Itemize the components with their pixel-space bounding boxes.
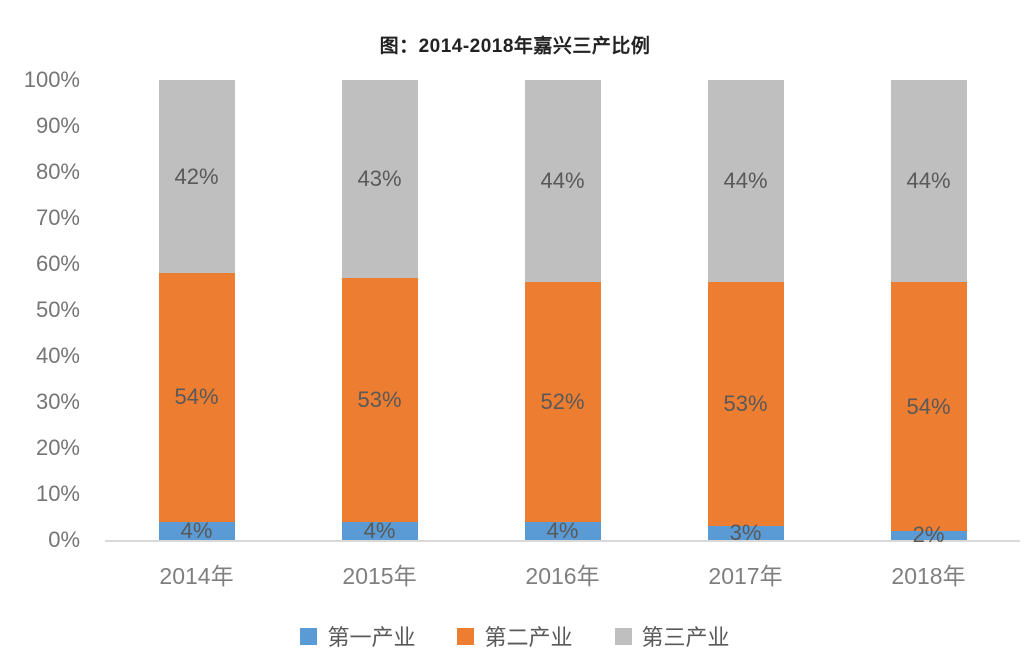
data-label: 44% xyxy=(540,168,585,194)
y-axis-tick-label: 40% xyxy=(35,343,80,368)
data-label: 43% xyxy=(357,165,402,191)
y-axis-tick-label: 100% xyxy=(23,67,80,92)
x-axis-category-label: 2018年 xyxy=(891,563,966,589)
bar-slot: 44% 54% 2% xyxy=(837,80,1020,547)
bar-segment: 54% xyxy=(158,273,235,522)
data-label: 54% xyxy=(906,393,951,419)
bar-segment: 4% xyxy=(341,518,418,543)
stacked-bar: 42% 54% 4% xyxy=(158,80,235,543)
bar-segment: 53% xyxy=(341,277,418,522)
stacked-bar: 44% 53% 3% xyxy=(707,80,784,545)
bar-segment: 3% xyxy=(707,520,784,545)
legend-label: 第二产业 xyxy=(484,625,573,650)
y-axis-tick-label: 30% xyxy=(35,389,80,414)
data-label: 53% xyxy=(357,386,402,412)
legend-label: 第一产业 xyxy=(327,625,416,650)
bar-slot: 42% 54% 4% xyxy=(105,80,288,543)
bar-segment: 44% xyxy=(524,80,601,283)
y-axis-tick-label: 90% xyxy=(35,113,80,138)
legend-label: 第三产业 xyxy=(641,625,730,650)
bar-segment: 2% xyxy=(890,522,967,547)
stacked-bar: 44% 52% 4% xyxy=(524,80,601,543)
legend-swatch-icon xyxy=(457,627,475,645)
chart-title: 图：2014-2018年嘉兴三产比例 xyxy=(379,36,651,57)
legend-swatch-icon xyxy=(300,627,318,645)
y-axis-tick-label: 80% xyxy=(35,159,80,184)
legend-item: 第三产业 xyxy=(614,620,730,652)
data-label: 52% xyxy=(540,388,585,414)
data-label: 44% xyxy=(906,168,951,194)
bar-segment: 43% xyxy=(341,80,418,278)
bar-slot: 44% 52% 4% xyxy=(471,80,654,543)
bar-segment: 44% xyxy=(707,80,784,283)
y-axis-tick-label: 20% xyxy=(35,435,80,460)
bar-segment: 4% xyxy=(524,518,601,543)
bar-slot: 44% 53% 3% xyxy=(654,80,837,545)
x-axis: 2014年 2015年 2016年 2017年 2018年 xyxy=(105,557,1020,591)
bar-segment: 42% xyxy=(158,80,235,274)
stacked-bar: 43% 53% 4% xyxy=(341,80,418,543)
x-axis-category-label: 2015年 xyxy=(342,563,417,589)
y-axis-tick-label: 0% xyxy=(48,527,80,552)
bar-segment: 44% xyxy=(890,80,967,283)
data-label: 42% xyxy=(174,163,219,189)
x-axis-category-label: 2016年 xyxy=(525,563,600,589)
data-label: 4% xyxy=(546,517,579,543)
x-axis-category-label: 2017年 xyxy=(708,563,783,589)
bar-slot: 43% 53% 4% xyxy=(288,80,471,543)
bar-segment: 52% xyxy=(524,282,601,522)
y-axis-tick-label: 10% xyxy=(35,481,80,506)
plot-area: 42% 54% 4% 43% 53% 4% 44% 52% 4% 44% 53% 3% 44% 54% 2% xyxy=(105,80,1020,547)
x-axis-category-label: 2014年 xyxy=(159,563,234,589)
data-label: 4% xyxy=(363,517,396,543)
bar-segment: 53% xyxy=(707,282,784,527)
stacked-bar: 44% 54% 2% xyxy=(890,80,967,547)
data-label: 54% xyxy=(174,384,219,410)
legend: 第一产业 第二产业 第三产业 xyxy=(0,620,1030,652)
y-axis: 0% 10% 20% 30% 40% 50% 60% 70% 80% 90% 100% xyxy=(0,67,80,552)
legend-item: 第一产业 xyxy=(300,620,415,652)
data-label: 44% xyxy=(723,168,768,194)
data-label: 4% xyxy=(180,517,213,543)
data-label: 53% xyxy=(723,391,768,417)
legend-item: 第二产业 xyxy=(457,620,573,652)
bar-segment: 4% xyxy=(158,518,235,543)
y-axis-tick-label: 60% xyxy=(35,251,80,276)
bar-segment: 54% xyxy=(890,282,967,531)
y-axis-tick-label: 50% xyxy=(35,297,80,322)
y-axis-tick-label: 70% xyxy=(35,205,80,230)
legend-swatch-icon xyxy=(614,627,632,645)
